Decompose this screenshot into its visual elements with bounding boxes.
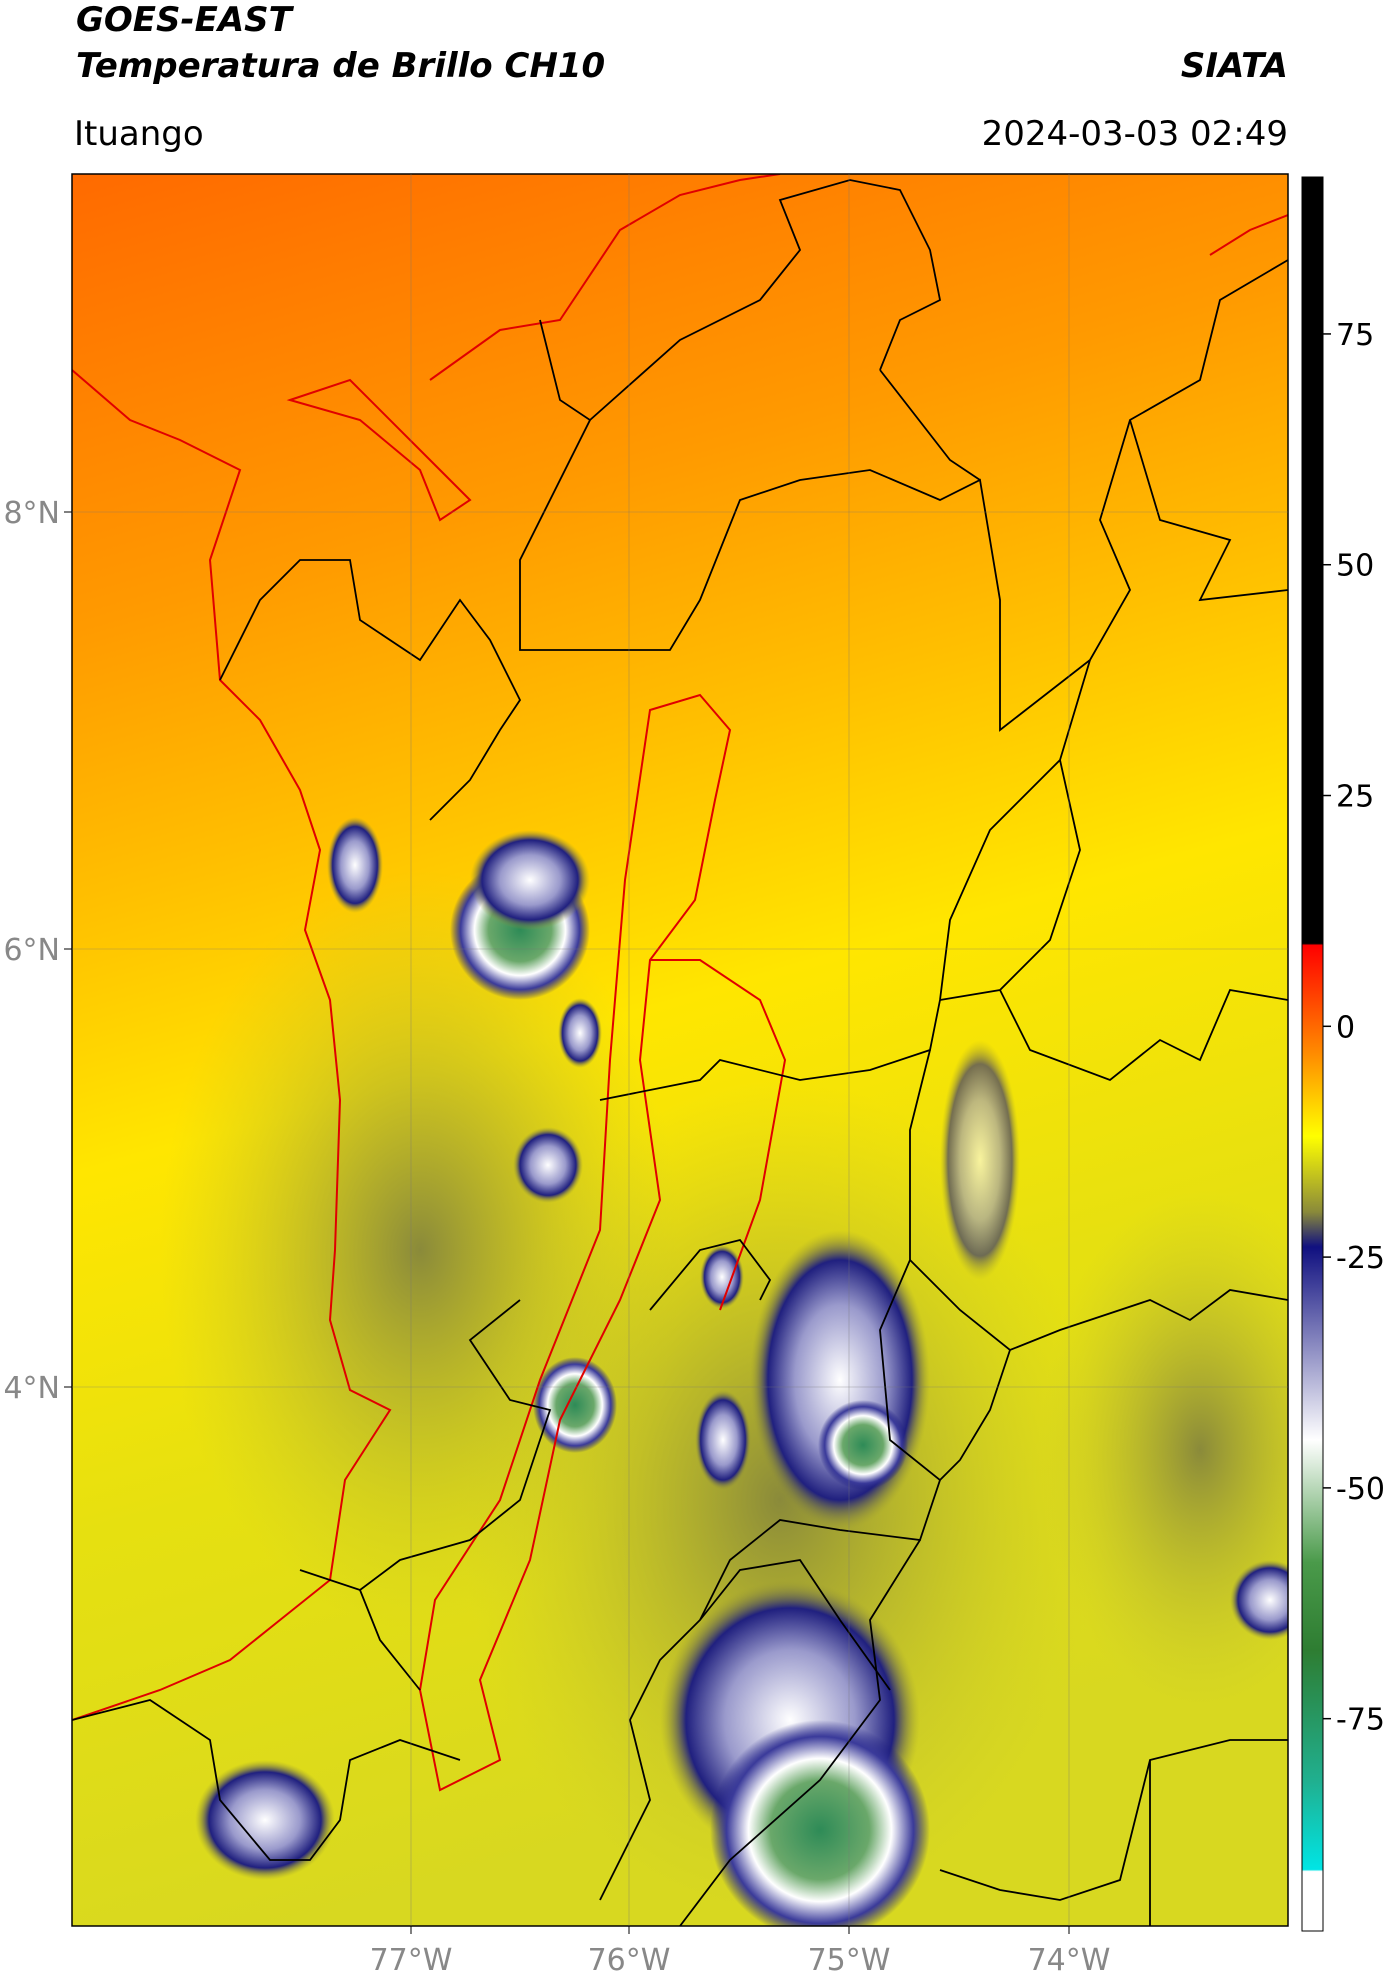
colorbar-tick-label: 25	[1336, 780, 1374, 815]
lat-label: 8°N	[3, 496, 60, 531]
location: Ituango	[74, 114, 204, 154]
lat-label: 4°N	[3, 1371, 60, 1406]
source: SIATA	[1180, 46, 1288, 86]
lat-label: 6°N	[3, 933, 60, 968]
lon-label: 75°W	[808, 1943, 891, 1978]
colorbar-tick-label: 75	[1336, 318, 1374, 353]
map	[72, 174, 1288, 1926]
datetime: 2024-03-03 02:49	[981, 114, 1288, 154]
colorbar-tick-label: 50	[1336, 549, 1374, 584]
borders	[72, 179, 1288, 1926]
lon-label: 77°W	[370, 1943, 453, 1978]
lon-label: 74°W	[1028, 1943, 1111, 1978]
colorbar-tick-label: -50	[1336, 1472, 1384, 1507]
colorbar	[1301, 176, 1324, 1932]
colorbar-tick-label: 0	[1336, 1010, 1355, 1045]
map-frame	[71, 173, 1289, 1927]
colorbar-tick-label: -75	[1336, 1703, 1384, 1738]
subtitle: Temperatura de Brillo CH10	[76, 46, 606, 86]
title: GOES-EAST	[76, 0, 292, 40]
lon-label: 76°W	[588, 1943, 671, 1978]
colorbar-tick-label: -25	[1336, 1241, 1384, 1276]
coastline	[72, 174, 1288, 1792]
